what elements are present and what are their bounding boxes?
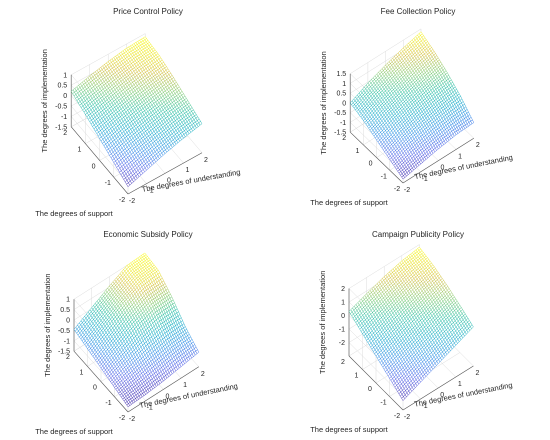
y-tick-label: -1 bbox=[381, 173, 387, 180]
axis-lines bbox=[70, 74, 203, 195]
y-tick-label: 1 bbox=[355, 148, 359, 155]
x-tick-label: -1 bbox=[147, 188, 153, 195]
z-axis-label: The degrees of implementation bbox=[319, 51, 328, 154]
y-axis-label: The degrees of support bbox=[35, 209, 113, 218]
z-tick-label: -1 bbox=[64, 338, 70, 345]
surface-mesh bbox=[70, 36, 203, 188]
y-axis-line bbox=[349, 131, 404, 184]
y-axis-label: The degrees of support bbox=[35, 427, 113, 436]
chart-title: Price Control Policy bbox=[113, 7, 183, 16]
z-tick-label: -1.5 bbox=[58, 349, 70, 356]
x-axis-line bbox=[402, 137, 474, 184]
y-tick-label: 1 bbox=[80, 369, 84, 376]
x-tick-label: -2 bbox=[129, 416, 135, 423]
z-axis-label: The degrees of implementation bbox=[43, 273, 52, 376]
y-tick-label: 2 bbox=[63, 130, 67, 137]
x-tick-label: 0 bbox=[167, 177, 171, 184]
surface-cell bbox=[198, 121, 203, 126]
y-tick-label: -2 bbox=[119, 415, 125, 422]
x-tick-label: 1 bbox=[183, 382, 187, 389]
y-tick-label: 0 bbox=[369, 161, 373, 168]
y-tick-label: 0 bbox=[92, 163, 96, 170]
x-axis-line bbox=[127, 152, 203, 195]
z-tick-label: 1 bbox=[63, 72, 67, 79]
y-tick-label: 0 bbox=[93, 385, 97, 392]
y-tick-label: -2 bbox=[119, 197, 125, 204]
z-tick-label: 0 bbox=[66, 318, 70, 325]
z-tick-label: 1 bbox=[342, 81, 346, 88]
x-tick-label: 2 bbox=[476, 142, 480, 149]
z-tick-label: -1.5 bbox=[334, 130, 346, 137]
z-tick-label: 0.5 bbox=[57, 83, 67, 90]
x-tick-label: 1 bbox=[186, 167, 190, 174]
z-axis-label: The degrees of implementation bbox=[40, 49, 49, 152]
y-tick-label: -1 bbox=[105, 180, 111, 187]
x-axis-label: The degrees of understanding bbox=[141, 167, 241, 194]
y-tick-label: -1 bbox=[105, 400, 111, 407]
z-tick-label: 0 bbox=[342, 100, 346, 107]
z-tick-label: -1.5 bbox=[55, 124, 67, 131]
chart-title: Economic Subsidy Policy bbox=[103, 230, 192, 239]
z-tick-label: -0.5 bbox=[55, 104, 67, 111]
x-tick-label: 2 bbox=[201, 371, 205, 378]
chart-title: Fee Collection Policy bbox=[381, 7, 456, 16]
z-tick-label: 0 bbox=[63, 93, 67, 100]
z-tick-label: 1 bbox=[66, 297, 70, 304]
z-tick-label: -1 bbox=[61, 114, 67, 121]
y-tick-label: 1 bbox=[77, 147, 81, 154]
x-tick-label: 2 bbox=[204, 157, 208, 164]
y-axis-line bbox=[70, 126, 129, 195]
z-tick-label: 1.5 bbox=[336, 71, 346, 78]
x-tick-label: -2 bbox=[129, 198, 135, 205]
y-axis-label: The degrees of support bbox=[310, 198, 388, 207]
z-tick-label: -0.5 bbox=[334, 110, 346, 117]
surface-mesh bbox=[349, 31, 475, 180]
x-tick-label: 1 bbox=[458, 153, 462, 160]
z-tick-label: -1 bbox=[340, 120, 346, 127]
y-tick-label: -2 bbox=[394, 186, 400, 193]
z-tick-label: 0.5 bbox=[60, 307, 70, 314]
x-tick-label: -2 bbox=[404, 187, 410, 194]
z-tick-label: -0.5 bbox=[58, 328, 70, 335]
z-tick-label: 0.5 bbox=[336, 91, 346, 98]
